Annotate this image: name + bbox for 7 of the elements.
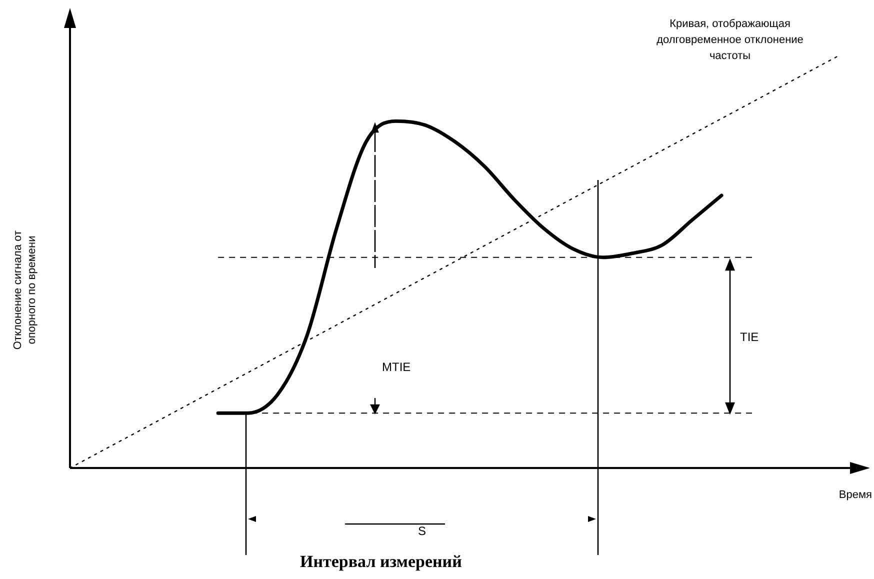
x-axis-title: Время — [838, 489, 872, 501]
text: Интервал измерений — [300, 552, 462, 572]
annotation: MTIE — [382, 360, 411, 374]
annotation: TIE — [740, 330, 759, 344]
series-label: Кривая, отображающая долговременное отклонение частоты — [656, 18, 804, 62]
text: S — [418, 524, 426, 538]
y-axis-title: Отклонение сигнала от опорного по времени — [12, 230, 38, 350]
